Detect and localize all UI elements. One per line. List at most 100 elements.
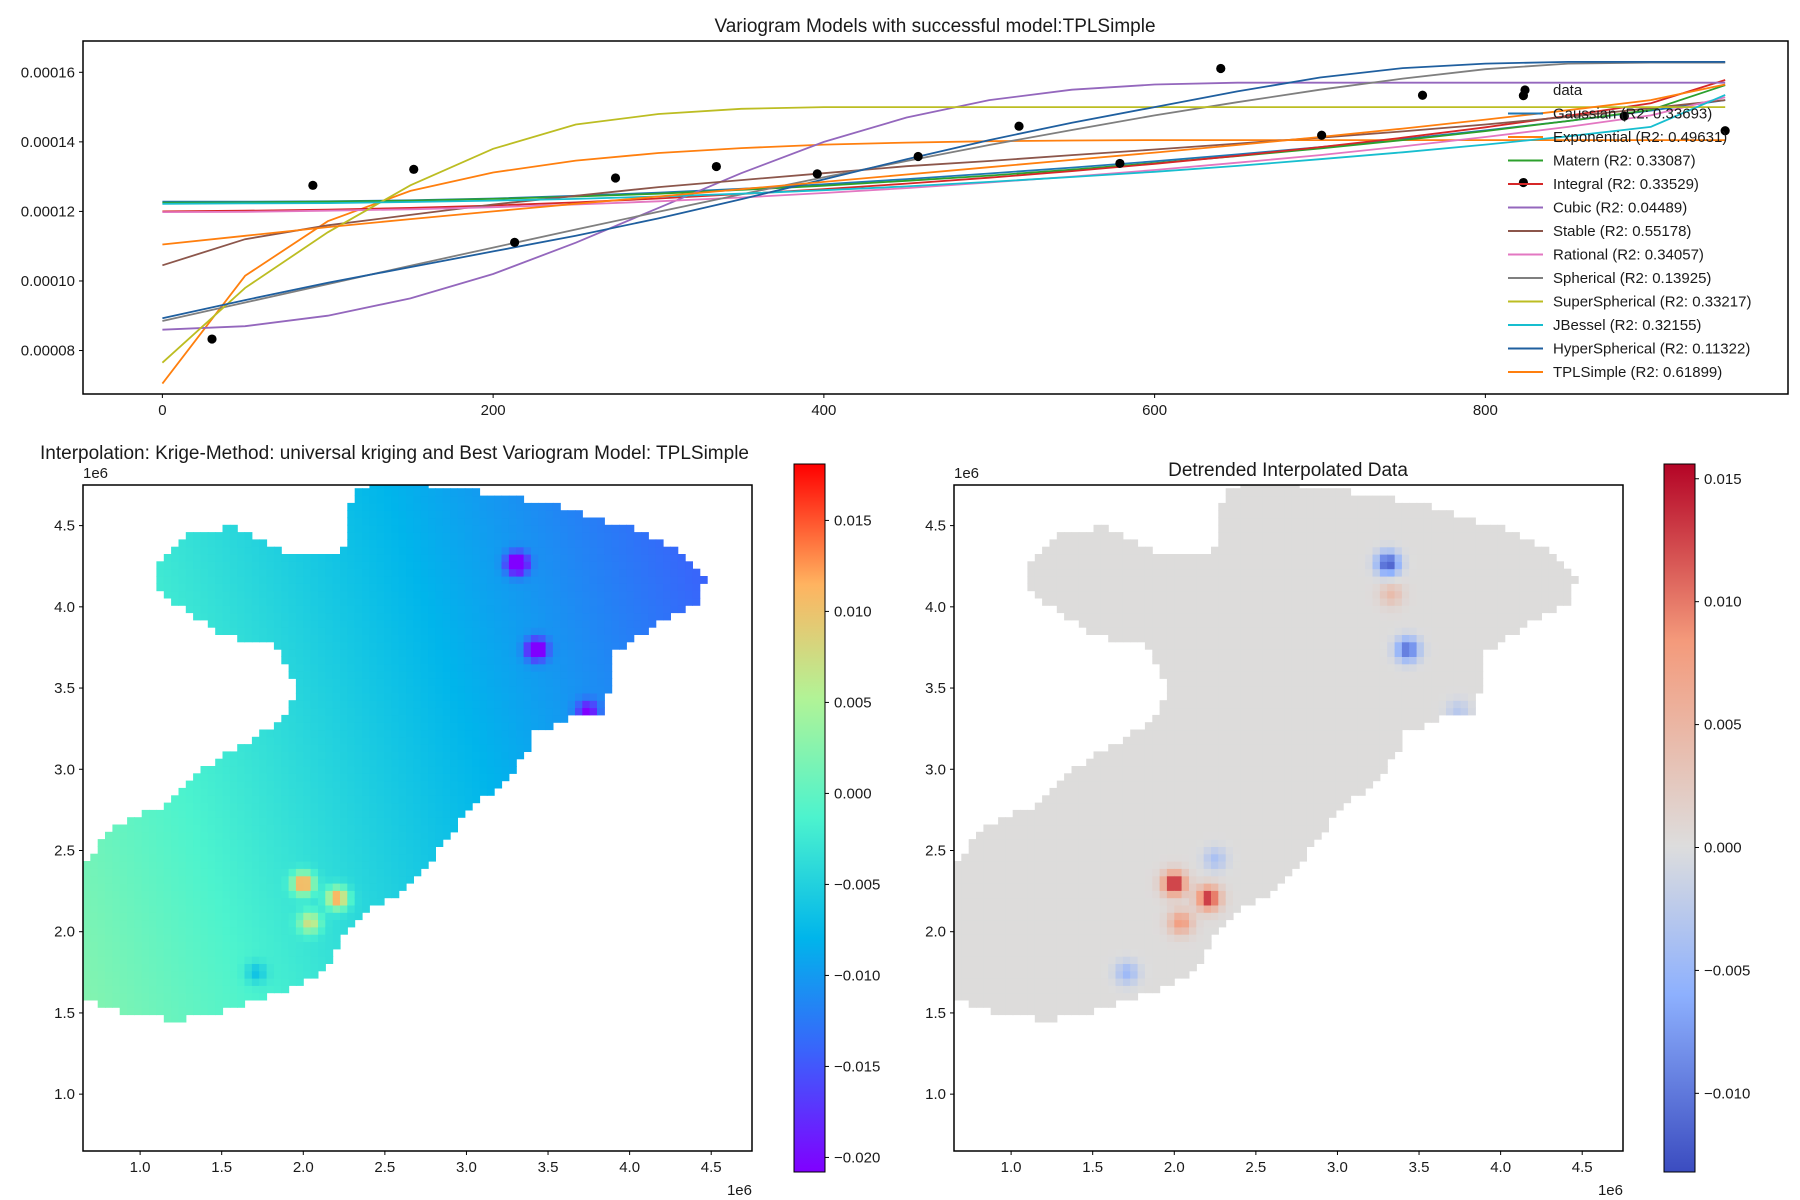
map-cell [310,678,319,687]
colorbar-tick-label: −0.015 [834,1058,880,1075]
map-cell [251,926,260,935]
map-cell [1078,970,1087,979]
map-cell [508,722,517,731]
map-cell [486,576,495,584]
map-cell [354,758,363,767]
map-cell [369,510,378,519]
map-cell [1122,875,1131,884]
map-cell [347,619,356,628]
map-cell [1181,948,1190,957]
map-cell [1218,773,1227,782]
map-cell [369,736,378,745]
map-cell [303,787,312,796]
map-cell [1012,978,1021,986]
map-cell [295,875,304,884]
map-cell [479,722,488,731]
map-cell [369,839,378,847]
map-cell [1049,963,1058,972]
map-cell [288,890,297,899]
map-cell [479,736,488,745]
map-cell [1049,868,1058,877]
map-cell [983,963,992,972]
map-cell [1203,809,1212,818]
map-cell [251,875,260,884]
map-cell [1027,956,1036,964]
map-cell [229,934,238,942]
map-cell [295,904,304,913]
map-cell [376,883,385,891]
map-cell [1100,554,1109,562]
map-cell [97,926,106,935]
map-cell [398,853,407,862]
map-cell [508,561,517,570]
map-cell [1122,853,1131,862]
map-cell [998,970,1006,979]
map-cell [325,590,334,599]
map-cell [310,766,319,774]
map-cell [516,495,525,504]
map-cell [369,568,378,577]
map-cell [508,692,517,701]
map-cell [1130,904,1139,913]
map-cell [1056,853,1065,862]
map-cell [332,729,341,738]
map-cell [1196,663,1205,672]
map-cell [1144,641,1153,650]
map-cell [369,685,378,694]
map-cell [641,605,649,614]
map-cell [325,934,334,942]
map-cell [406,495,414,504]
map-cell [611,597,620,606]
map-cell [1086,839,1095,847]
map-cell [508,554,517,562]
map-cell [619,612,627,621]
map-cell [597,685,605,694]
map-cell [1086,605,1095,614]
map-cell [1189,612,1197,621]
map-cell [384,485,392,489]
map-cell [251,751,260,760]
map-cell [983,999,992,1008]
map-cell [1166,568,1175,577]
map-cell [413,817,422,826]
map-cell [229,978,238,986]
colorbar-tick-label: 0.010 [834,603,872,620]
map-cell [149,978,157,986]
map-cell [259,897,268,906]
map-cell [171,568,179,577]
map-cell [391,576,400,584]
map-cell [369,868,378,877]
map-cell [384,861,392,869]
map-cell [273,890,282,899]
map-cell [222,590,231,599]
map-cell [163,956,172,964]
map-cell [185,831,194,840]
map-cell [391,561,400,570]
map-cell [523,656,532,665]
map-cell [501,722,510,731]
map-cell [450,692,458,701]
map-cell [428,568,436,577]
map-cell [530,561,539,570]
map-cell [1093,868,1102,877]
map-cell [538,502,547,511]
map-cell [141,839,150,847]
map-cell [560,532,569,540]
map-cell [288,883,297,891]
map-cell [347,875,356,884]
map-cell [597,634,605,643]
map-cell [1056,992,1065,1001]
map-cell [266,751,275,760]
map-cell [332,656,341,665]
map-cell [229,576,238,584]
map-cell [1144,824,1153,833]
map-cell [1027,926,1036,935]
map-cell [648,619,657,628]
map-cell [185,883,194,891]
map-cell [464,495,473,504]
map-cell [273,853,282,862]
map-cell [1049,802,1058,811]
map-cell [626,546,635,555]
map-cell [1108,934,1117,942]
map-cell [1196,787,1205,796]
